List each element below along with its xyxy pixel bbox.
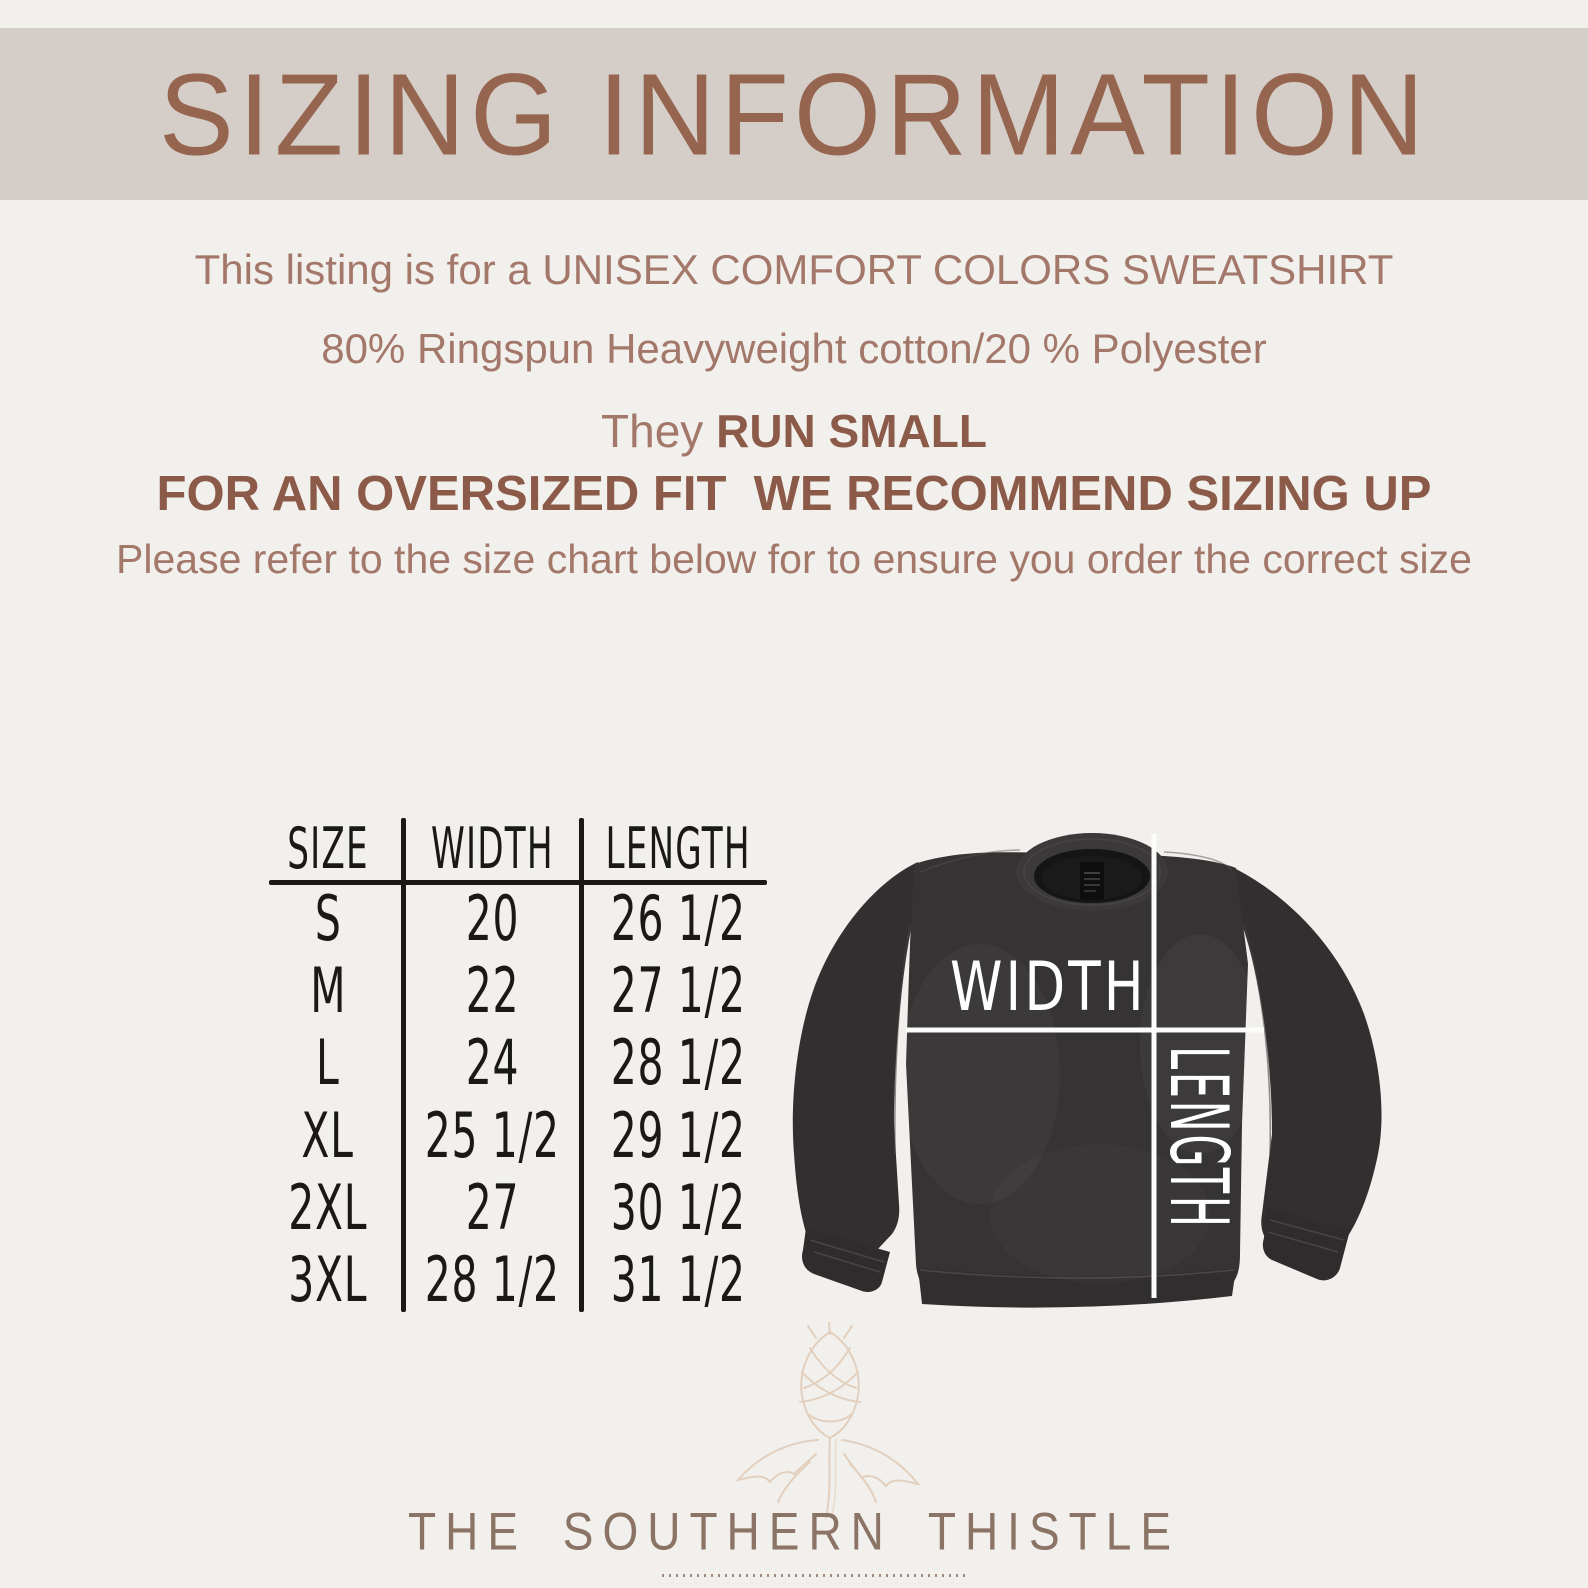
- width-cell: 24: [465, 1026, 519, 1100]
- width-cell: 25 1/2: [424, 1098, 560, 1172]
- column-header-size: SIZE: [287, 816, 369, 882]
- width-cell: 27: [465, 1170, 519, 1244]
- page-title: SIZING INFORMATION: [158, 49, 1430, 180]
- size-cell: M: [310, 953, 346, 1027]
- sweatshirt-collar: [1016, 833, 1168, 911]
- size-chart-table: SIZE WIDTH LENGTH S 20 26 1/2 M 22 27 1/…: [253, 816, 775, 1316]
- width-cell: 28 1/2: [424, 1243, 560, 1317]
- width-cell: 20: [465, 881, 519, 955]
- width-label: WIDTH: [950, 948, 1147, 1027]
- run-small-light: They: [601, 405, 717, 457]
- length-cell: 27 1/2: [610, 953, 746, 1027]
- size-cell: XL: [301, 1098, 355, 1172]
- sweatshirt-left-sleeve: [792, 862, 918, 1292]
- collar-tag: [1080, 862, 1104, 900]
- length-cell: 30 1/2: [610, 1170, 746, 1244]
- length-cell: 31 1/2: [610, 1243, 746, 1317]
- table-divider-vertical-2: [579, 818, 584, 1312]
- size-cell: L: [316, 1026, 340, 1100]
- title-band: SIZING INFORMATION: [0, 28, 1588, 200]
- length-cell: 28 1/2: [610, 1026, 746, 1100]
- column-header-width: WIDTH: [430, 816, 554, 882]
- brand-divider: [662, 1574, 965, 1577]
- length-cell: 26 1/2: [610, 881, 746, 955]
- size-cell: 2XL: [288, 1170, 368, 1244]
- length-cell: 29 1/2: [610, 1098, 746, 1172]
- intro-line-refer: Please refer to the size chart below for…: [116, 536, 1472, 582]
- size-cell: S: [314, 881, 342, 955]
- size-cell: 3XL: [288, 1243, 368, 1317]
- sweatshirt-photo: WIDTH LENGTH: [792, 833, 1382, 1308]
- intro-line-run-small: They RUN SMALL: [0, 404, 1588, 458]
- run-small-bold: RUN SMALL: [716, 405, 987, 457]
- column-header-length: LENGTH: [605, 816, 751, 882]
- brand-name: THE SOUTHERN THISTLE: [408, 1501, 1180, 1561]
- intro-line-oversized: FOR AN OVERSIZED FIT WE RECOMMEND SIZING…: [156, 467, 1432, 521]
- intro-line-listing: This listing is for a UNISEX COMFORT COL…: [194, 246, 1394, 293]
- thistle-logo-icon: [735, 1322, 921, 1519]
- width-cell: 22: [465, 953, 519, 1027]
- table-divider-vertical-1: [401, 818, 406, 1312]
- sweatshirt-right-sleeve: [1230, 866, 1382, 1281]
- table-divider-horizontal: [269, 880, 767, 885]
- length-label: LENGTH: [1151, 1046, 1244, 1230]
- intro-line-fabric: 80% Ringspun Heavyweight cotton/20 % Pol…: [321, 325, 1267, 372]
